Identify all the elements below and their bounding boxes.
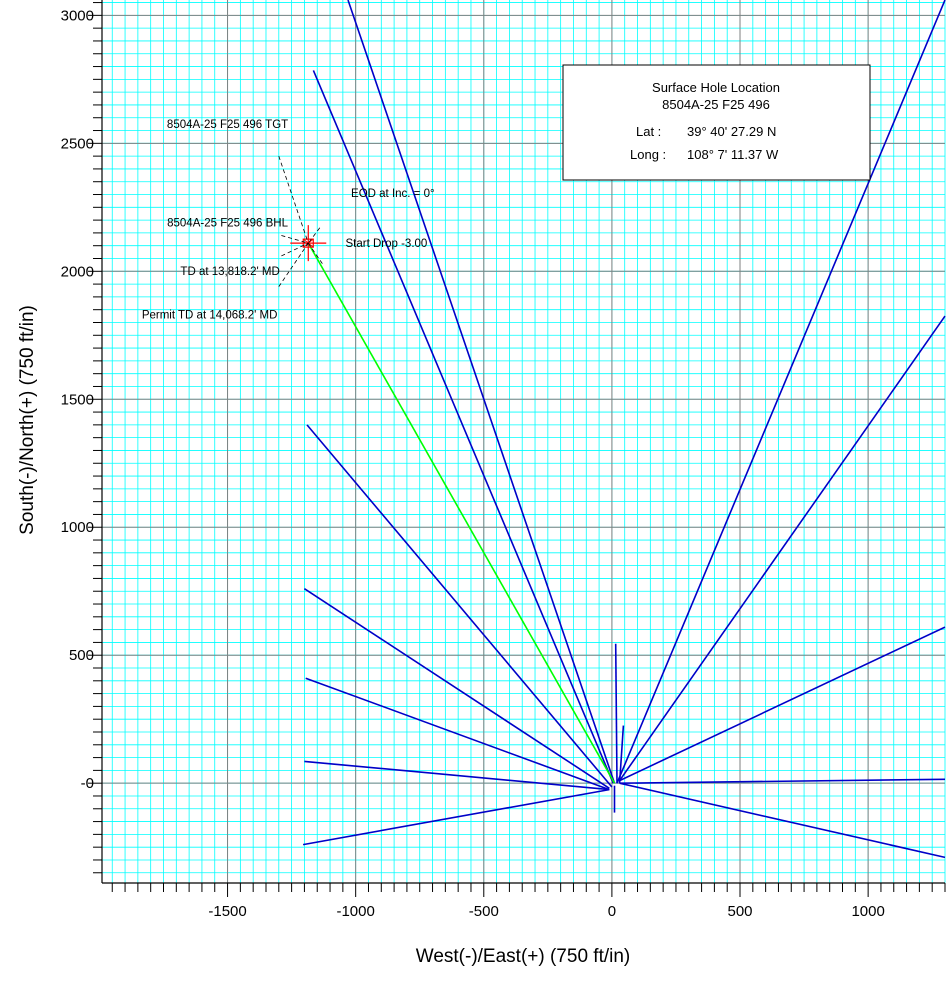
offset-well-path <box>306 424 613 788</box>
annotation-leader <box>278 155 309 244</box>
series-layer <box>302 0 946 859</box>
y-tick-label: -0 <box>81 775 94 792</box>
annotation-leader <box>281 242 309 257</box>
planned-well-path <box>307 242 616 784</box>
offset-well-path <box>347 0 616 784</box>
offset-well-path <box>305 677 610 791</box>
offset-well-path <box>618 315 946 782</box>
axes-layer: -1500 -1000 -500 0 500 1000 -0 500 1000 1500 2000 2… <box>61 0 946 920</box>
annotation-label: EOD at Inc. = 0° <box>351 188 435 200</box>
annotation-leader <box>307 227 321 244</box>
offset-well-path <box>619 782 946 859</box>
info-box-lat-value: 39° 40' 27.29 N <box>687 124 776 139</box>
x-tick-label: -1000 <box>336 903 374 920</box>
annotation-leader <box>278 242 309 287</box>
annotation-leader <box>281 235 309 244</box>
info-box-long-label: Long : <box>630 147 666 162</box>
x-axis-title: West(-)/East(+) (750 ft/in) <box>416 946 631 967</box>
info-box: Surface Hole Location 8504A-25 F25 496 L… <box>562 64 871 181</box>
y-tick-label: 500 <box>69 647 94 664</box>
offset-well-path <box>614 643 618 784</box>
annotations-layer: 8504A-25 F25 496 TGT 8504A-25 F25 496 BHL… <box>142 119 435 322</box>
x-tick-label: 500 <box>727 903 752 920</box>
offset-well-path <box>619 778 946 784</box>
offset-well-path <box>312 70 614 784</box>
y-axis-title: South(-)/North(+) (750 ft/in) <box>17 305 38 535</box>
info-box-long-value: 108° 7' 11.37 W <box>687 147 779 162</box>
offset-well-path <box>304 760 610 791</box>
info-box-well: 8504A-25 F25 496 <box>662 97 770 112</box>
offset-well-path <box>618 725 625 784</box>
y-tick-label: 1500 <box>61 391 94 408</box>
x-tick-label: -1500 <box>208 903 246 920</box>
target-box <box>302 238 314 248</box>
info-box-title: Surface Hole Location <box>652 80 780 95</box>
y-tick-label: 1000 <box>61 519 94 536</box>
x-tick-label: 1000 <box>851 903 884 920</box>
offset-well-path <box>616 0 946 784</box>
annotation-label: Permit TD at 14,068.2' MD <box>142 310 278 322</box>
y-tick-label: 2500 <box>61 135 94 152</box>
offset-well-path <box>303 588 610 789</box>
annotation-label: TD at 13,818.2' MD <box>180 266 279 278</box>
offset-well-path <box>619 626 946 782</box>
y-tick-label: 2000 <box>61 263 94 280</box>
annotation-label: Start Drop -3.00 <box>346 238 428 250</box>
annotation-label: 8504A-25 F25 496 BHL <box>167 218 288 230</box>
info-box-frame <box>562 64 871 181</box>
offset-well-path <box>302 788 610 846</box>
y-tick-label: 3000 <box>61 7 94 24</box>
x-tick-label: 0 <box>608 903 616 920</box>
info-box-lat-label: Lat : <box>636 124 661 139</box>
x-tick-label: -500 <box>469 903 499 920</box>
annotation-label: 8504A-25 F25 496 TGT <box>167 119 288 131</box>
